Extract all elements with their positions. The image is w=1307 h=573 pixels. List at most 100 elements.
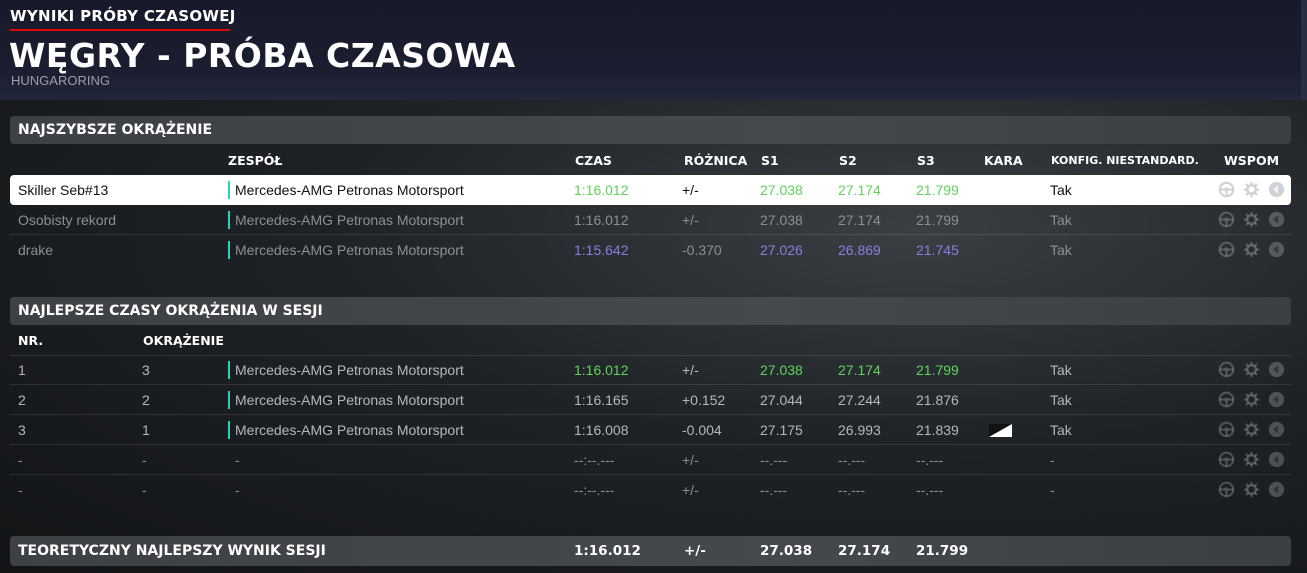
sector-1: --.--- [760,482,788,498]
driver-name: drake [18,242,54,258]
lap-time: 1:16.012 [574,212,629,228]
col-nr: NR. [18,333,44,348]
steering-icon [1218,391,1235,408]
fastest-lap-row-personal-best[interactable]: Osobisty rekord Mercedes-AMG Petronas Mo… [10,205,1291,235]
team-name: Mercedes-AMG Petronas Motorsport [235,392,464,408]
lap-number: 3 [142,362,150,378]
theoretical-s3: 21.799 [916,543,969,559]
assist-icons [1218,481,1285,498]
sector-3: --.--- [916,452,944,468]
lap-time: 1:16.012 [574,362,629,378]
gear-icon [1243,241,1260,258]
lap-number: 2 [142,392,150,408]
time-diff: +/- [682,452,699,468]
assist-icons [1218,361,1285,378]
time-diff: +/- [682,212,699,228]
brake-icon [1268,211,1285,228]
sector-1: 27.044 [760,392,803,408]
theoretical-time: 1:16.012 [574,543,641,559]
time-diff: +/- [682,362,699,378]
brake-icon [1268,421,1285,438]
team-name: Mercedes-AMG Petronas Motorsport [235,422,464,438]
driver-name: Osobisty rekord [18,212,117,228]
session-row-4[interactable]: - - - --:--.--- +/- --.--- --.--- --.---… [10,445,1291,475]
sector-1: 27.038 [760,362,803,378]
session-row-5[interactable]: - - - --:--.--- +/- --.--- --.--- --.---… [10,475,1291,505]
col-time: CZAS [575,153,612,168]
session-row-2[interactable]: 2 2 Mercedes-AMG Petronas Motorsport 1:1… [10,385,1291,415]
steering-icon [1218,211,1235,228]
steering-icon [1218,421,1235,438]
page-kicker: WYNIKI PRÓBY CZASOWEJ [10,7,236,25]
sector-1: 27.038 [760,182,803,198]
gear-icon [1243,421,1260,438]
sector-2: 26.869 [838,242,881,258]
sector-2: 27.174 [838,212,881,228]
penalty-flag-icon [989,424,1012,437]
config-value: - [1050,482,1055,498]
theoretical-best-bar: TEORETYCZNY NAJLEPSZY WYNIK SESJI 1:16.0… [10,536,1291,566]
brake-icon [1268,241,1285,258]
steering-icon [1218,181,1235,198]
header: WYNIKI PRÓBY CZASOWEJ WĘGRY - PRÓBA CZAS… [0,0,1307,100]
sector-1: 27.175 [760,422,803,438]
session-best-section-header: NAJLEPSZE CZASY OKRĄŻENIA W SESJI [10,297,1291,325]
section-title: NAJLEPSZE CZASY OKRĄŻENIA W SESJI [18,303,323,319]
lap-time: 1:16.012 [574,182,629,198]
sector-2: 26.993 [838,422,881,438]
steering-icon [1218,241,1235,258]
brake-icon [1268,361,1285,378]
row-separator [10,355,1291,356]
team-name: Mercedes-AMG Petronas Motorsport [235,362,464,378]
col-assists: WSPOM [1224,153,1280,168]
team-color-bar [228,421,230,439]
brake-icon [1268,481,1285,498]
team-color-bar [228,361,230,379]
sector-3: 21.876 [916,392,959,408]
kicker-underline [10,29,230,31]
assist-icons [1218,421,1285,438]
row-number: 1 [18,362,26,378]
lap-time: 1:16.165 [574,392,629,408]
row-separator [10,414,1291,415]
brake-icon [1268,181,1285,198]
session-row-3[interactable]: 3 1 Mercedes-AMG Petronas Motorsport 1:1… [10,415,1291,445]
row-number: - [18,482,23,498]
sector-3: 21.799 [916,182,959,198]
team-color-bar [228,211,230,229]
lap-number: - [142,482,147,498]
driver-name: Skiller Seb#13 [18,182,109,198]
sector-3: 21.799 [916,362,959,378]
row-separator [10,384,1291,385]
col-penalty: KARA [984,153,1023,168]
row-number: 2 [18,392,26,408]
fastest-lap-row-rival[interactable]: drake Mercedes-AMG Petronas Motorsport 1… [10,235,1291,265]
steering-icon [1218,451,1235,468]
lap-time: --:--.--- [574,452,615,468]
col-config: KONFIG. NIESTANDARD. [1051,154,1199,167]
row-number: 3 [18,422,26,438]
assist-icons [1218,391,1285,408]
steering-icon [1218,361,1235,378]
sector-3: 21.799 [916,212,959,228]
gear-icon [1243,481,1260,498]
team-name: Mercedes-AMG Petronas Motorsport [235,182,464,198]
gear-icon [1243,391,1260,408]
sector-2: --.--- [838,452,866,468]
team-name: Mercedes-AMG Petronas Motorsport [235,212,464,228]
sector-3: --.--- [916,482,944,498]
sector-1: 27.026 [760,242,803,258]
team-name: - [235,482,240,498]
fastest-lap-row-player[interactable]: Skiller Seb#13 Mercedes-AMG Petronas Mot… [10,175,1291,205]
row-separator [10,234,1291,235]
sector-1: 27.038 [760,212,803,228]
session-row-1[interactable]: 1 3 Mercedes-AMG Petronas Motorsport 1:1… [10,355,1291,385]
lap-number: - [142,452,147,468]
col-s1: S1 [761,153,779,168]
sector-2: 27.244 [838,392,881,408]
col-s2: S2 [839,153,857,168]
config-value: Tak [1050,212,1072,228]
sector-3: 21.839 [916,422,959,438]
sector-2: 27.174 [838,362,881,378]
theoretical-best-label: TEORETYCZNY NAJLEPSZY WYNIK SESJI [18,543,326,559]
